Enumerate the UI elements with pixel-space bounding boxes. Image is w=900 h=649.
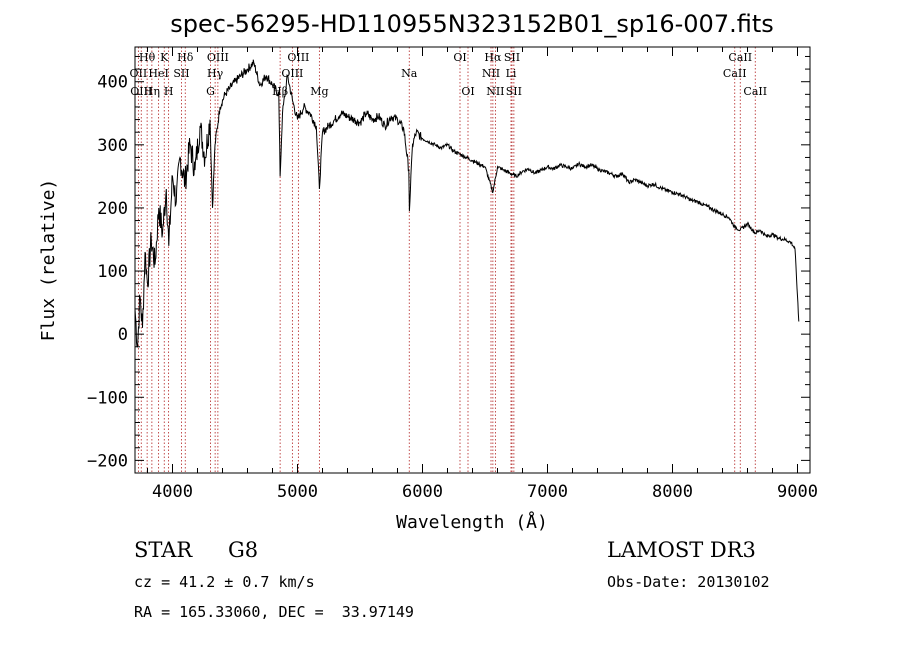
- coordinates: RA = 165.33060, DEC = 33.97149: [134, 603, 414, 621]
- y-tick-label-3: 100: [97, 262, 128, 282]
- line-markers: [137, 47, 756, 473]
- line-label-16: Na: [401, 67, 418, 80]
- x-tick-label-2: 6000: [402, 482, 443, 502]
- line-label-23: SII: [504, 51, 520, 64]
- y-tick-label-6: 400: [97, 73, 128, 93]
- line-label-2: Hθ: [139, 51, 156, 64]
- line-label-17: OI: [453, 51, 466, 64]
- x-tick-label-3: 7000: [527, 482, 568, 502]
- y-tick-label-4: 200: [97, 199, 128, 219]
- object-class: STAR: [134, 538, 193, 562]
- line-label-13: OIII: [281, 67, 303, 80]
- chart-title: spec-56295-HD110955N323152B01_sp16-007.f…: [170, 10, 774, 38]
- y-tick-label-5: 300: [97, 136, 128, 156]
- line-label-6: H: [164, 85, 174, 98]
- spectrum-chart: spec-56295-HD110955N323152B01_sp16-007.f…: [38, 10, 818, 533]
- survey-name: LAMOST DR3: [607, 538, 756, 562]
- line-label-8: Hδ: [177, 51, 194, 64]
- line-label-4: HeI: [148, 67, 168, 80]
- y-axis-ticks: −200 −100 0 100 200 300 400: [87, 55, 810, 471]
- x-tick-label-0: 4000: [152, 482, 193, 502]
- x-tick-label-4: 8000: [652, 482, 693, 502]
- line-label-20: Hα: [484, 51, 502, 64]
- line-label-0: OII: [130, 67, 148, 80]
- line-label-24: SII: [506, 85, 522, 98]
- observation-date: Obs-Date: 20130102: [607, 573, 770, 591]
- y-tick-label-0: −200: [87, 451, 128, 471]
- x-tick-label-5: 9000: [777, 482, 818, 502]
- y-axis-label: Flux (relative): [38, 179, 59, 342]
- x-axis-ticks: 4000 5000 6000 7000 8000 9000: [147, 47, 818, 502]
- spectrum-series: [134, 59, 800, 348]
- line-label-25: CaII: [723, 67, 747, 80]
- line-label-9: G: [206, 85, 215, 98]
- line-label-14: OIII: [287, 51, 309, 64]
- line-label-7: SII: [173, 67, 189, 80]
- line-label-27: CaII: [743, 85, 767, 98]
- line-label-18: OI: [461, 85, 474, 98]
- plot-frame: [134, 46, 811, 474]
- line-label-15: Mg: [310, 85, 328, 98]
- line-label-21: NII: [486, 85, 504, 98]
- line-label-3: Hη: [144, 85, 160, 98]
- line-label-11: OIII: [207, 51, 229, 64]
- line-label-19: NII: [482, 67, 500, 80]
- line-label-22: Li: [506, 67, 517, 80]
- line-label-26: CaII: [728, 51, 752, 64]
- redshift-cz: cz = 41.2 ± 0.7 km/s: [134, 573, 315, 591]
- line-label-10: Hγ: [207, 67, 224, 80]
- object-subclass: G8: [228, 538, 259, 562]
- y-tick-label-2: 0: [118, 325, 128, 345]
- line-label-5: K: [160, 51, 169, 64]
- y-tick-label-1: −100: [87, 388, 128, 408]
- x-axis-label: Wavelength (Å): [396, 511, 548, 533]
- x-tick-label-1: 5000: [277, 482, 318, 502]
- line-labels: OIIOIIIHθHηHeIKHSIIHδGHγOIIIHβOIIIOIIIMg…: [130, 51, 768, 98]
